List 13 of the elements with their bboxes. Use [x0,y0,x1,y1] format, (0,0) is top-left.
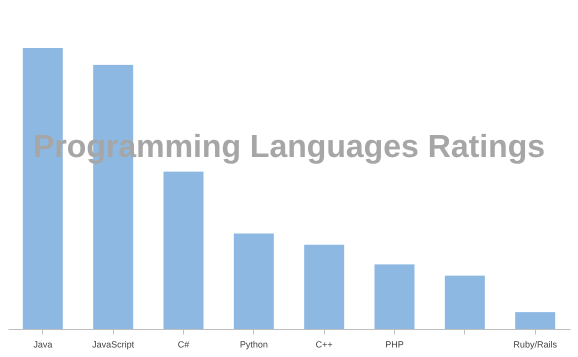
x-tick-label: C# [178,340,190,350]
bar [304,244,344,329]
x-tick-label: Ruby/Rails [513,340,558,350]
x-tick-label: Java [33,340,52,350]
bar [163,172,204,329]
bar [234,233,274,329]
bar [515,312,556,329]
bar [444,276,485,329]
bar [374,264,415,329]
x-tick-label: Python [240,340,268,350]
x-tick-label: PHP [385,340,404,350]
x-tick-label: JavaScript [92,340,135,350]
x-tick-label: C++ [316,340,333,350]
